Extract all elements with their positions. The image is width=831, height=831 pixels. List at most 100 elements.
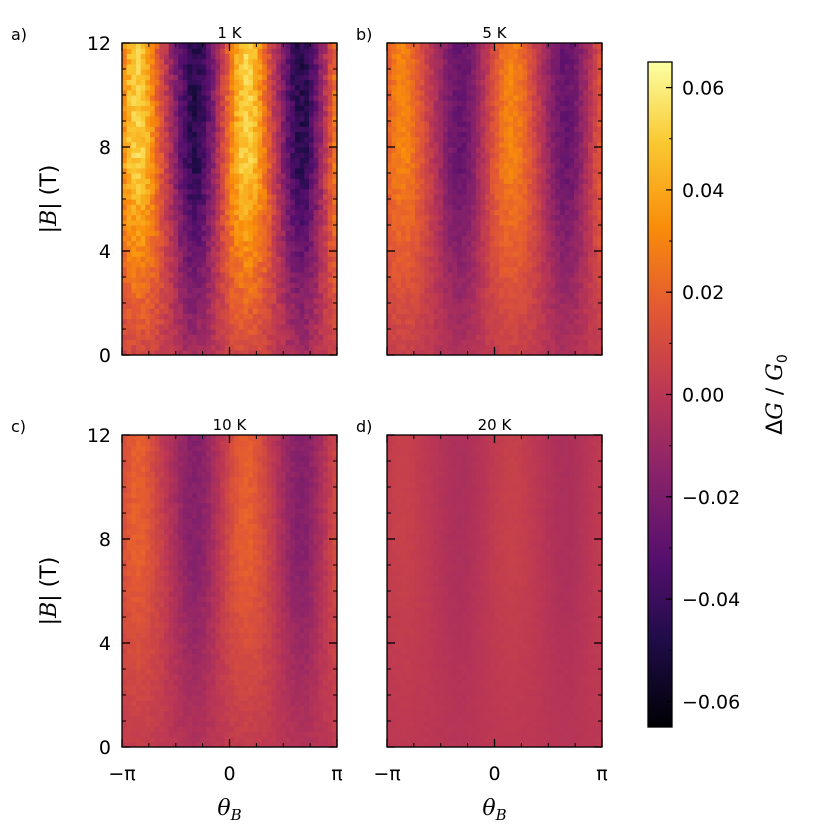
heatmap-cell — [192, 43, 198, 49]
heatmap-cell — [145, 240, 151, 247]
heatmap-cell — [196, 313, 203, 320]
heatmap-cell — [480, 219, 486, 226]
heatmap-cell — [387, 318, 393, 325]
heatmap-cell — [499, 152, 505, 158]
heatmap-cell — [220, 214, 226, 221]
heatmap-cell — [438, 297, 444, 304]
heatmap-cell — [513, 141, 519, 148]
heatmap-cell — [550, 157, 556, 164]
heatmap-cell — [224, 167, 231, 174]
heatmap-cell — [313, 219, 319, 226]
heatmap-cell — [257, 95, 263, 101]
heatmap-cell — [587, 334, 594, 340]
heatmap-cell — [196, 199, 203, 205]
heatmap-cell — [187, 58, 193, 65]
heatmap-cell — [513, 303, 519, 309]
heatmap-cell — [466, 167, 472, 174]
heatmap-cell — [140, 167, 146, 174]
heatmap-cell — [517, 344, 524, 351]
heatmap-cell — [234, 225, 240, 231]
heatmap-cell — [145, 344, 151, 351]
heatmap-cell — [187, 271, 193, 278]
heatmap-cell — [452, 344, 458, 351]
heatmap-cell — [485, 329, 491, 335]
heatmap-cell — [447, 110, 454, 117]
heatmap-cell — [401, 349, 407, 356]
heatmap-cell — [229, 245, 235, 252]
heatmap-cell — [424, 245, 430, 252]
heatmap-cell — [131, 323, 137, 330]
heatmap-cell — [457, 313, 463, 320]
heatmap-cell — [280, 297, 287, 304]
heatmap-cell — [280, 131, 287, 138]
heatmap-cell — [154, 136, 160, 143]
heatmap-cell — [122, 323, 128, 330]
heatmap-cell — [508, 344, 514, 351]
heatmap-cell — [122, 297, 128, 304]
heatmap-cell — [471, 240, 477, 247]
heatmap-cell — [168, 100, 175, 106]
heatmap-cell — [327, 162, 333, 169]
heatmap-cell — [405, 115, 411, 122]
heatmap-cell — [122, 271, 128, 278]
heatmap-cell — [578, 136, 584, 143]
heatmap-cell — [332, 58, 338, 65]
heatmap-cell — [187, 240, 193, 247]
heatmap-cell — [550, 141, 556, 148]
heatmap-cell — [480, 240, 486, 247]
heatmap-cell — [387, 323, 393, 330]
heatmap-cell — [140, 53, 146, 60]
heatmap-cell — [280, 121, 287, 127]
heatmap-cell — [192, 188, 198, 195]
heatmap-cell — [573, 230, 580, 236]
heatmap-cell — [290, 318, 296, 325]
heatmap-cell — [210, 329, 217, 335]
heatmap-cell — [257, 58, 263, 65]
heatmap-cell — [564, 292, 570, 299]
heatmap-cell — [280, 261, 287, 268]
heatmap-cell — [178, 79, 184, 86]
heatmap-cell — [234, 84, 240, 91]
heatmap-cell — [587, 282, 594, 288]
heatmap-cell — [131, 344, 137, 351]
heatmap-cell — [318, 162, 324, 169]
heatmap-cell — [424, 308, 430, 314]
heatmap-cell — [192, 183, 198, 190]
heatmap-cell — [206, 303, 212, 309]
heatmap-cell — [564, 334, 570, 340]
heatmap-cell — [419, 136, 425, 143]
heatmap-cell — [192, 152, 198, 158]
heatmap-cell — [126, 214, 132, 221]
heatmap-cell — [145, 282, 151, 288]
heatmap-cell — [517, 261, 524, 268]
heatmap-cell — [140, 339, 146, 346]
heatmap-cell — [391, 339, 397, 346]
heatmap-cell — [527, 251, 533, 257]
heatmap-cell — [294, 53, 301, 60]
heatmap-cell — [522, 141, 528, 148]
heatmap-cell — [550, 287, 556, 294]
heatmap-cell — [252, 147, 259, 153]
heatmap-cell — [150, 147, 156, 153]
heatmap-cell — [396, 287, 402, 294]
heatmap-cell — [433, 225, 440, 231]
heatmap-cell — [173, 157, 179, 164]
heatmap-cell — [429, 271, 435, 278]
heatmap-cell — [140, 115, 146, 122]
heatmap-cell — [443, 110, 449, 117]
heatmap-cell — [229, 199, 235, 205]
heatmap-cell — [182, 318, 189, 325]
heatmap-cell — [313, 89, 319, 96]
heatmap-cell — [387, 214, 393, 221]
heatmap-cell — [573, 245, 580, 252]
heatmap-cell — [447, 199, 454, 205]
heatmap-cell — [290, 58, 296, 65]
heatmap-cell — [531, 173, 538, 179]
heatmap-cell — [308, 230, 315, 236]
heatmap-cell — [391, 256, 397, 262]
heatmap-cell — [452, 209, 458, 216]
heatmap-cell — [173, 219, 179, 226]
heatmap-cell — [271, 105, 277, 112]
heatmap-cell — [252, 199, 259, 205]
heatmap-cell — [447, 131, 454, 138]
